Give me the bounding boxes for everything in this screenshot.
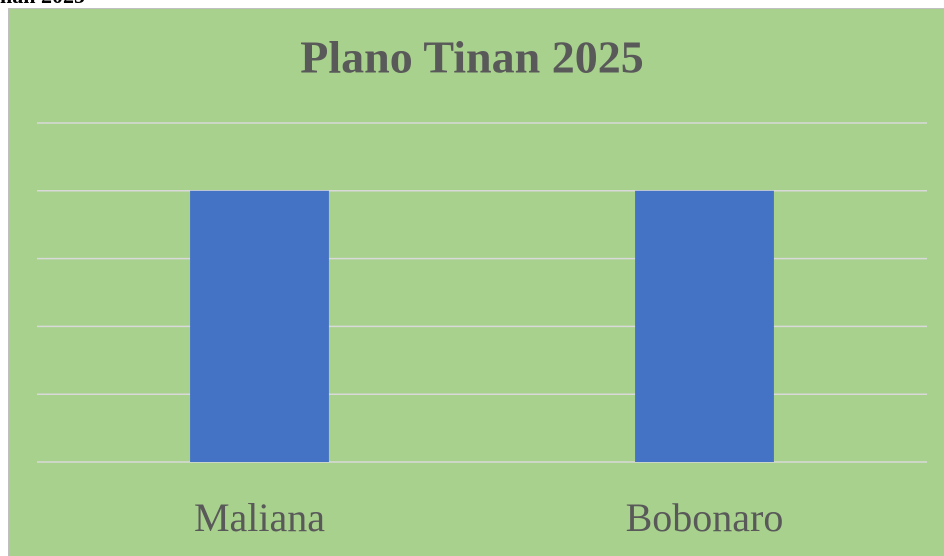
- chart-title: Plano Tinan 2025: [300, 32, 643, 83]
- x-tick-label: Maliana: [194, 495, 325, 540]
- x-tick-label: Bobonaro: [626, 495, 784, 540]
- caption: nan 2025: [0, 0, 85, 8]
- chart-area: [8, 8, 944, 556]
- bar: [635, 190, 774, 463]
- bar: [190, 190, 329, 463]
